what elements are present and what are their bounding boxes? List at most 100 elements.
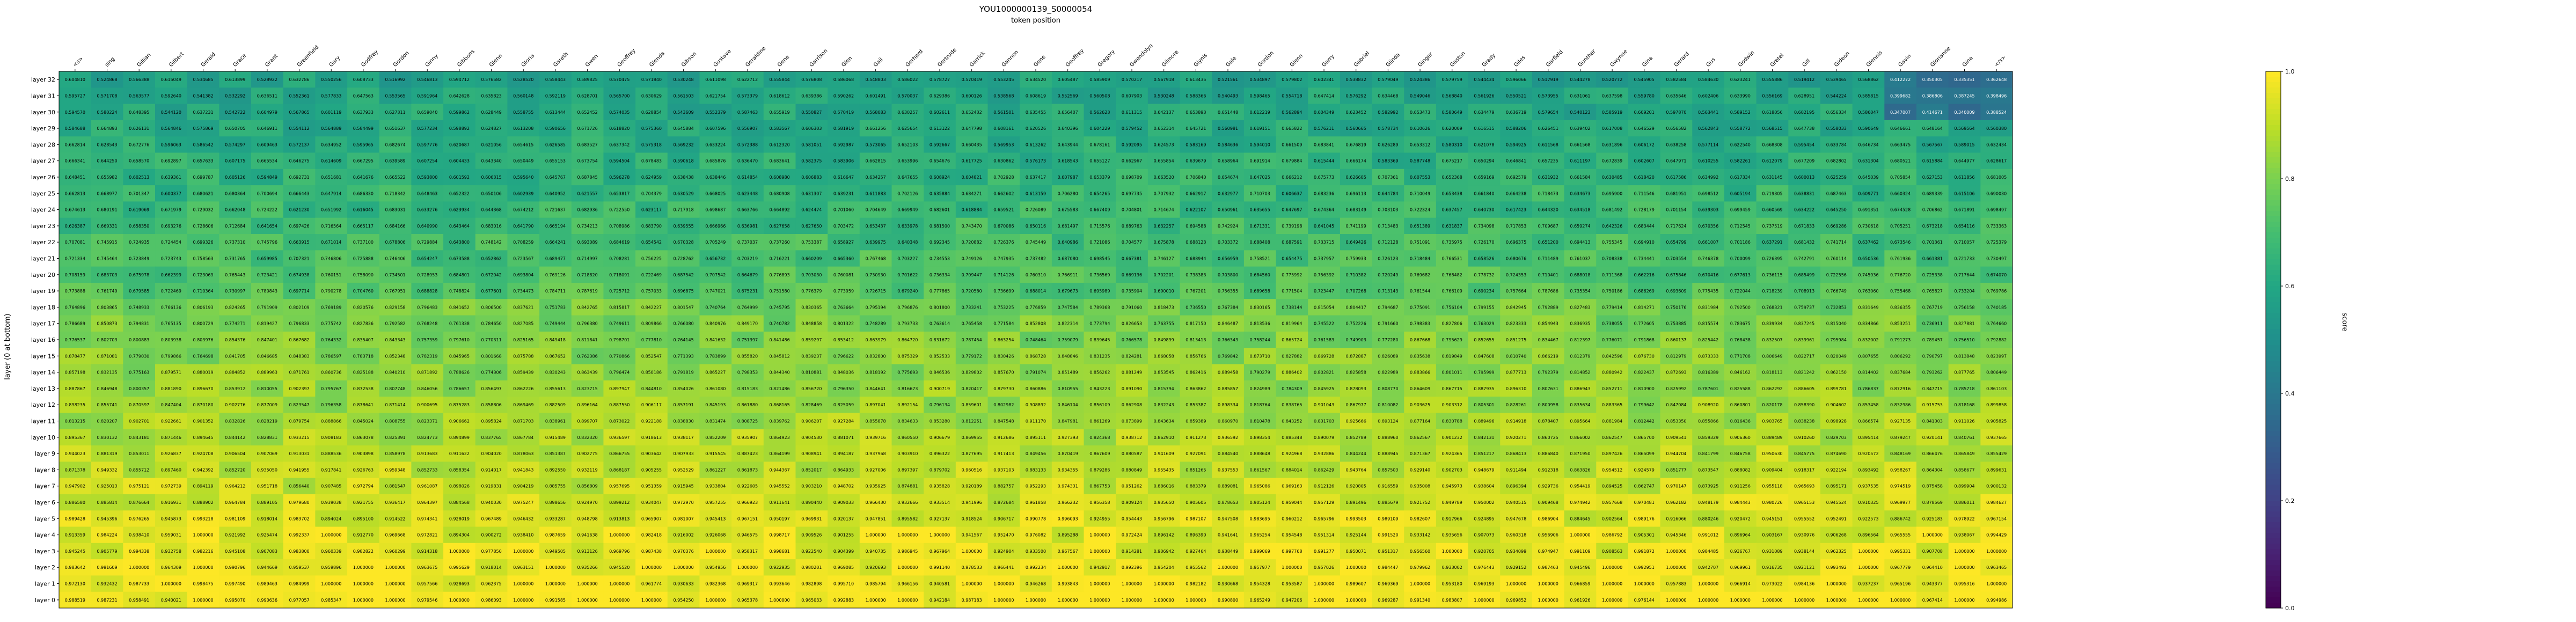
- heatmap-cell-value: 0.853412: [833, 338, 854, 342]
- colorbar-segment: [2266, 243, 2281, 249]
- heatmap-cell: [828, 120, 860, 137]
- heatmap-cell-value: 0.340009: [1954, 110, 1974, 115]
- heatmap-cell-value: 0.560981: [1218, 126, 1238, 131]
- heatmap-cell-value: 0.987733: [129, 582, 149, 587]
- heatmap-cell-value: 0.859329: [1698, 435, 1718, 440]
- heatmap-cell-value: 0.663766: [737, 208, 758, 213]
- heatmap-cell-value: 0.886011: [1954, 500, 1974, 505]
- heatmap-cell-value: 0.945413: [705, 516, 726, 521]
- heatmap-cell-value: 1.000000: [1089, 598, 1110, 603]
- heatmap-cell-value: 0.925013: [97, 484, 117, 489]
- heatmap-cell: [667, 71, 700, 88]
- heatmap-cell-value: 0.640986: [1058, 240, 1078, 245]
- heatmap-cell-value: 0.670416: [1698, 273, 1718, 277]
- heatmap-cell-value: 0.798353: [737, 370, 758, 375]
- heatmap-cell-value: 0.878653: [1218, 500, 1238, 505]
- heatmap-cell-value: 0.899707: [577, 419, 598, 424]
- heatmap-cell-value: 0.896142: [1154, 533, 1174, 538]
- heatmap-cell-value: 0.878093: [1346, 386, 1366, 391]
- heatmap-cell-value: 0.798701: [609, 338, 630, 342]
- heatmap-cell-value: 1.000000: [1986, 549, 2007, 554]
- heatmap-cell-value: 1.000000: [1026, 598, 1046, 603]
- heatmap-cell: [891, 104, 924, 121]
- heatmap-cell-value: 0.932119: [577, 467, 598, 472]
- heatmap-cell-value: 0.877765: [1954, 370, 1974, 375]
- heatmap-cell-value: 0.789457: [1922, 338, 1943, 342]
- heatmap-cell-value: 0.631896: [1602, 142, 1622, 147]
- heatmap-cell-value: 0.519412: [1794, 77, 1814, 82]
- heatmap-cell-value: 0.576292: [1346, 93, 1366, 98]
- heatmap-cell-value: 0.633224: [705, 142, 726, 147]
- heatmap-cell: [1468, 87, 1501, 105]
- heatmap-cell-value: 0.796483: [417, 305, 437, 310]
- heatmap-cell-value: 0.703372: [1218, 240, 1238, 245]
- heatmap-cell-value: 0.703800: [1218, 273, 1238, 277]
- heatmap-cell-value: 0.990636: [257, 598, 277, 603]
- heatmap-cell-value: 0.707542: [705, 273, 726, 277]
- heatmap-cell: [1084, 120, 1116, 137]
- heatmap-cell-value: 0.613208: [513, 126, 533, 131]
- heatmap-cell-value: 0.590656: [545, 126, 566, 131]
- heatmap-cell: [1788, 104, 1821, 121]
- heatmap-cell-value: 0.753885: [1666, 321, 1686, 326]
- heatmap-cell-value: 0.609771: [1858, 191, 1878, 196]
- y-tick-label: layer 17: [31, 320, 55, 327]
- heatmap-cell-value: 0.674938: [289, 273, 309, 277]
- heatmap-cell-value: 0.837245: [1794, 321, 1814, 326]
- heatmap-cell-value: 0.757033: [641, 289, 662, 294]
- heatmap-cell-value: 0.556169: [1762, 93, 1782, 98]
- heatmap-cell-value: 0.855878: [866, 419, 886, 424]
- heatmap-cell-value: 0.831984: [1698, 305, 1718, 310]
- heatmap-cell-value: 0.883133: [1026, 467, 1046, 472]
- heatmap-cell: [603, 136, 636, 153]
- heatmap-cell-value: 0.812397: [1570, 338, 1590, 342]
- heatmap-cell-value: 0.823547: [289, 403, 309, 407]
- heatmap-cell-value: 0.852547: [641, 354, 662, 358]
- x-tick-label: Gideon: [1833, 50, 1851, 68]
- heatmap-cell-value: 0.806449: [1986, 370, 2007, 375]
- heatmap-cell-value: 0.552361: [289, 93, 309, 98]
- y-tick-label: layer 5: [35, 515, 55, 522]
- heatmap-cell-value: 0.573955: [1538, 93, 1558, 98]
- heatmap-cell-value: 0.688123: [1185, 240, 1206, 245]
- heatmap-cell-value: 0.756355: [1218, 289, 1238, 294]
- heatmap-cell: [795, 71, 828, 88]
- heatmap-cell-value: 0.634992: [1698, 175, 1718, 180]
- heatmap-cell-value: 0.791909: [257, 305, 277, 310]
- heatmap-cell-value: 0.855712: [129, 467, 149, 472]
- colorbar-segment: [2266, 533, 2281, 539]
- heatmap-cell-value: 0.635646: [1666, 93, 1686, 98]
- heatmap-cell-value: 0.776379: [801, 289, 822, 294]
- heatmap-cell-value: 0.903625: [1410, 403, 1430, 407]
- heatmap-cell-value: 0.867977: [1346, 403, 1366, 407]
- heatmap-cell-value: 0.772605: [1634, 321, 1655, 326]
- heatmap-cell-value: 0.917966: [1442, 516, 1462, 521]
- heatmap-cell: [1788, 87, 1821, 105]
- heatmap-cell-value: 0.812251: [962, 419, 982, 424]
- chart-title: YOU1000000139_S0000054: [979, 4, 1092, 14]
- heatmap-cell-value: 0.642628: [449, 93, 470, 98]
- colorbar-segment: [2266, 340, 2281, 346]
- heatmap-cell-value: 0.808770: [1378, 386, 1398, 391]
- heatmap-cell-value: 0.863254: [993, 338, 1014, 342]
- colorbar-tick-label: 0.2: [2285, 497, 2295, 504]
- heatmap-cell-value: 0.835407: [353, 338, 374, 342]
- colorbar-segment: [2266, 469, 2281, 474]
- heatmap-cell-value: 0.602513: [129, 175, 149, 180]
- heatmap-cell-value: 0.851265: [1185, 467, 1206, 472]
- heatmap-cell-value: 0.870180: [193, 403, 213, 407]
- heatmap-cell-value: 0.654116: [1954, 224, 1974, 229]
- heatmap-cell: [1884, 104, 1917, 121]
- heatmap-cell-value: 0.654265: [1089, 191, 1110, 196]
- heatmap-cell-value: 0.941996: [962, 500, 982, 505]
- heatmap-cell-value: 0.960212: [1282, 516, 1302, 521]
- heatmap-cell-value: 1.000000: [897, 598, 918, 603]
- heatmap-cell: [1916, 87, 1949, 105]
- heatmap-cell-value: 0.657633: [193, 159, 213, 164]
- heatmap-cell-value: 0.701361: [1922, 240, 1943, 245]
- heatmap-cell-value: 0.612219: [1250, 110, 1270, 115]
- heatmap-cell-value: 0.542722: [225, 110, 245, 115]
- heatmap-cell-value: 0.575869: [193, 126, 213, 131]
- heatmap-cell-value: 0.596063: [161, 142, 181, 147]
- heatmap-cell-value: 0.914017: [481, 467, 501, 472]
